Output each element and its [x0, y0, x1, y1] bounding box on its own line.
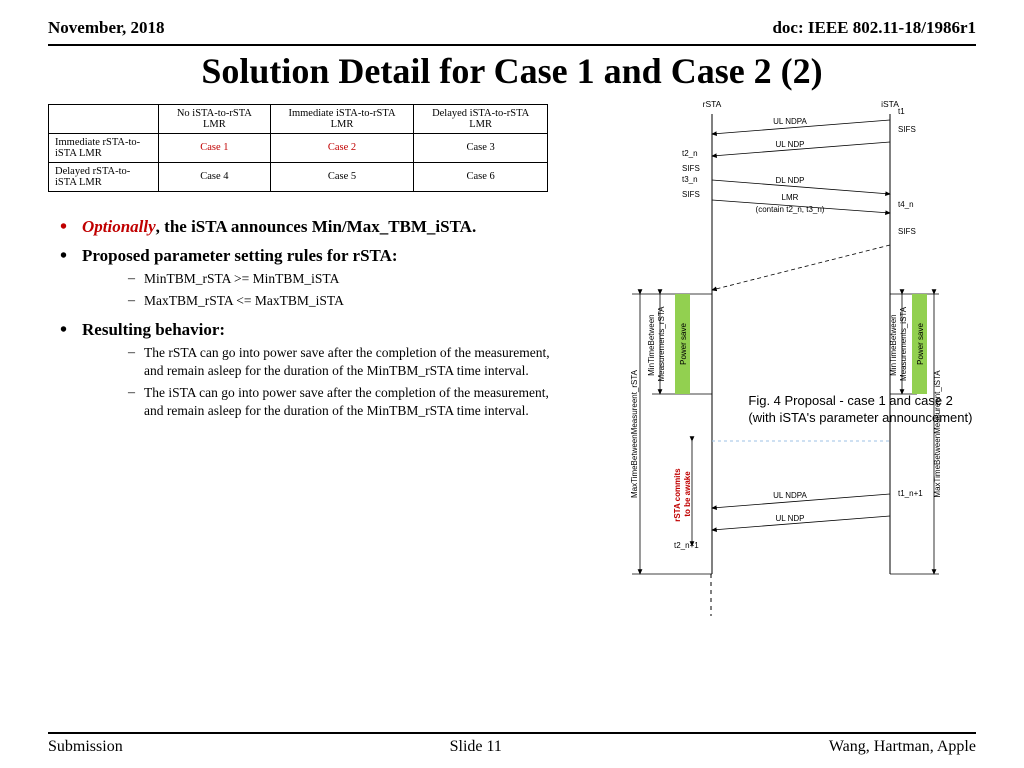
table-header-cell: Immediate iSTA-to-rSTA LMR [270, 104, 414, 133]
svg-text:SIFS: SIFS [682, 190, 700, 199]
svg-text:SIFS: SIFS [898, 227, 916, 236]
page-title: Solution Detail for Case 1 and Case 2 (2… [48, 52, 976, 92]
awake-label: rSTA commits to be awake [673, 466, 692, 522]
svg-text:DL NDP: DL NDP [776, 176, 805, 185]
svg-text:LMR: LMR [782, 193, 799, 202]
caption-line2: (with iSTA's parameter announcement) [748, 410, 972, 425]
timing-diagram: rSTA iSTA UL NDPA UL NDP DL NDP LMR UL NDPA U… [572, 94, 942, 624]
svg-text:t4_n: t4_n [898, 200, 914, 209]
table-row: Delayed rSTA-to-iSTA LMR Case 4 Case 5 C… [49, 162, 548, 191]
table-cell: Case 2 [270, 133, 414, 162]
svg-text:SIFS: SIFS [898, 125, 916, 134]
svg-text:t2_n: t2_n [682, 149, 698, 158]
lmr-sub: (contain t2_n, t3_n) [756, 205, 825, 214]
sub-item: MaxTBM_rSTA <= MaxTBM_iSTA [128, 292, 558, 310]
case-table: No iSTA-to-rSTA LMR Immediate iSTA-to-rS… [48, 104, 548, 192]
footer-mid: Slide 11 [450, 738, 502, 756]
bullet-text: , the iSTA announces Min/Max_TBM_iSTA. [156, 217, 477, 236]
table-cell: Case 6 [414, 162, 548, 191]
sub-list: The rSTA can go into power save after th… [82, 344, 558, 421]
svg-text:UL NDPA: UL NDPA [773, 491, 807, 500]
min-ista-label: MinTimeBetween Measurements_iSTA [889, 306, 908, 381]
sub-item: The iSTA can go into power save after th… [128, 384, 558, 420]
table-cell: Case 5 [270, 162, 414, 191]
ista-label: iSTA [881, 99, 899, 109]
sub-item: MinTBM_rSTA >= MinTBM_iSTA [128, 270, 558, 288]
svg-text:t3_n: t3_n [682, 175, 698, 184]
rsta-label: rSTA [703, 99, 722, 109]
caption-line1: Fig. 4 Proposal - case 1 and case 2 [748, 393, 953, 408]
svg-text:SIFS: SIFS [682, 164, 700, 173]
svg-text:UL NDP: UL NDP [776, 140, 805, 149]
table-header-cell: Delayed iSTA-to-rSTA LMR [414, 104, 548, 133]
bullet-item: Resulting behavior: The rSTA can go into… [58, 319, 558, 421]
footer-rule [48, 732, 976, 734]
header-date: November, 2018 [48, 18, 164, 38]
header-doc: doc: IEEE 802.11-18/1986r1 [772, 18, 976, 38]
svg-text:UL NDPA: UL NDPA [773, 117, 807, 126]
table-header-row: No iSTA-to-rSTA LMR Immediate iSTA-to-rS… [49, 104, 548, 133]
svg-text:t1_n+1: t1_n+1 [898, 489, 923, 498]
table-cell: Case 4 [159, 162, 271, 191]
footer-left: Submission [48, 738, 123, 756]
power-save-label-i: Power save [916, 322, 925, 364]
figure-caption: Fig. 4 Proposal - case 1 and case 2 (wit… [748, 393, 988, 427]
table-row: Immediate rSTA-to-iSTA LMR Case 1 Case 2… [49, 133, 548, 162]
min-rsta-label: MinTimeBetween Measurements_rSTA [647, 305, 666, 381]
max-ista-label: MaxTimeBetweenMeasureent_iSTA [933, 369, 942, 497]
table-header-cell: No iSTA-to-rSTA LMR [159, 104, 271, 133]
left-column: No iSTA-to-rSTA LMR Immediate iSTA-to-rS… [48, 104, 558, 429]
bullet-text: Resulting behavior: [82, 320, 225, 339]
table-row-label: Delayed rSTA-to-iSTA LMR [49, 162, 159, 191]
table-header-cell [49, 104, 159, 133]
sub-list: MinTBM_rSTA >= MinTBM_iSTA MaxTBM_rSTA <… [82, 270, 558, 310]
bullet-item: Proposed parameter setting rules for rST… [58, 245, 558, 311]
content-columns: No iSTA-to-rSTA LMR Immediate iSTA-to-rS… [48, 104, 976, 429]
right-column: rSTA iSTA UL NDPAUL NDPDL NDPLMRUL NDPAU… [572, 104, 976, 429]
max-rsta-label: MaxTimeBetweenMeasureent_rSTA [630, 369, 639, 498]
header: November, 2018 doc: IEEE 802.11-18/1986r… [48, 18, 976, 46]
table-cell: Case 1 [159, 133, 271, 162]
table-row-label: Immediate rSTA-to-iSTA LMR [49, 133, 159, 162]
footer-right: Wang, Hartman, Apple [829, 738, 976, 756]
table-cell: Case 3 [414, 133, 548, 162]
sub-item: The rSTA can go into power save after th… [128, 344, 558, 380]
footer: Submission Slide 11 Wang, Hartman, Apple [48, 738, 976, 756]
slide: November, 2018 doc: IEEE 802.11-18/1986r… [0, 0, 1024, 437]
bullet-text: Proposed parameter setting rules for rST… [82, 246, 398, 265]
bullet-list: Optionally, the iSTA announces Min/Max_T… [48, 216, 558, 421]
bullet-text-emph: Optionally [82, 217, 156, 236]
bullet-item: Optionally, the iSTA announces Min/Max_T… [58, 216, 558, 237]
svg-text:t1: t1 [898, 107, 905, 116]
svg-text:t2_n+1: t2_n+1 [674, 541, 699, 550]
svg-text:UL NDP: UL NDP [776, 514, 805, 523]
power-save-label-r: Power save [679, 322, 688, 364]
